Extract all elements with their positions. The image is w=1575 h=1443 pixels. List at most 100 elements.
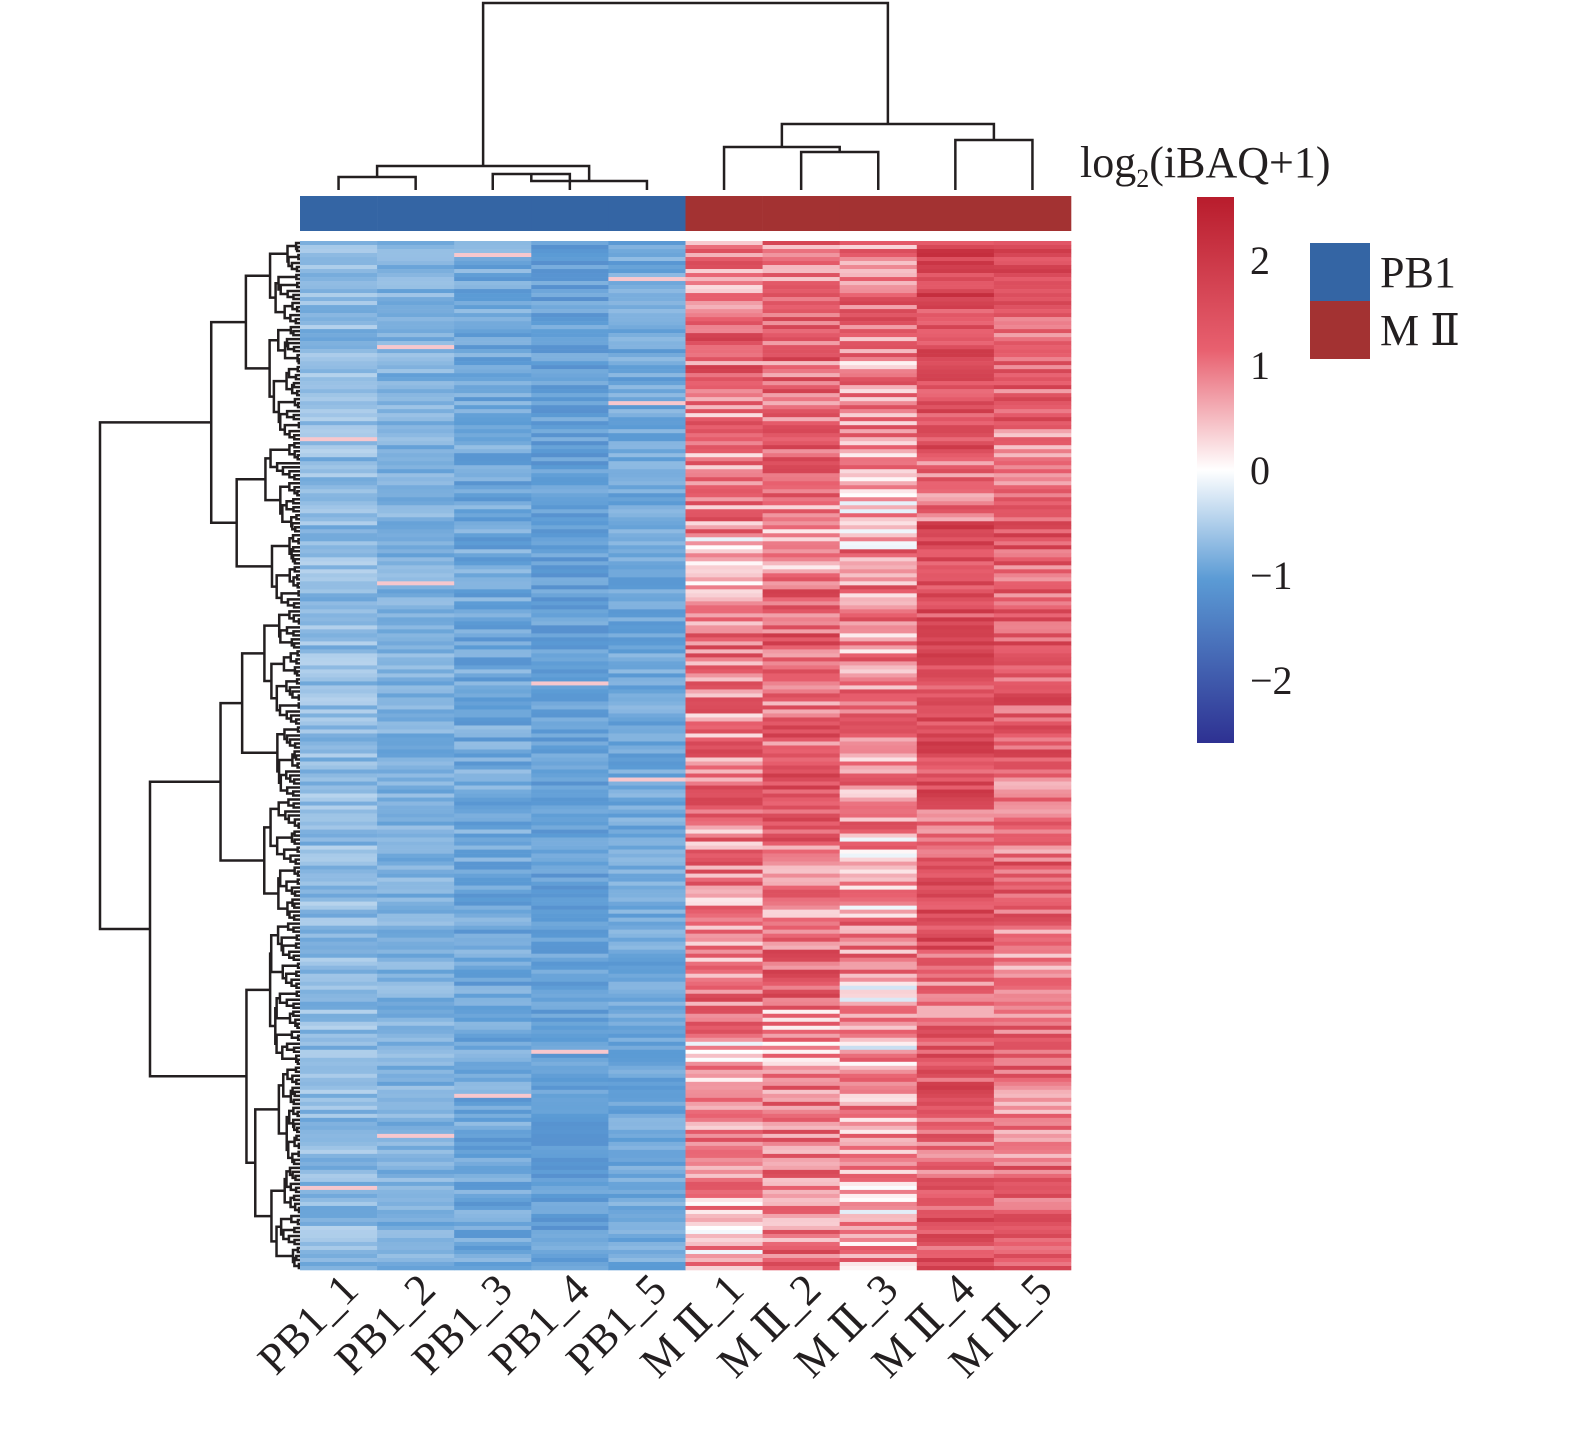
heatmap-cell bbox=[531, 1137, 609, 1143]
heatmap-cell bbox=[608, 765, 686, 770]
heatmap-cell bbox=[762, 825, 840, 830]
heatmap-cell bbox=[993, 989, 1072, 995]
heatmap-cell bbox=[839, 477, 918, 482]
heatmap-cell bbox=[608, 253, 686, 258]
heatmap-cell bbox=[916, 1209, 995, 1215]
heatmap-cell bbox=[839, 621, 918, 626]
heatmap-cell bbox=[608, 841, 686, 846]
heatmap-cell bbox=[300, 457, 378, 462]
heatmap-cell bbox=[454, 565, 532, 570]
heatmap-cell bbox=[531, 749, 609, 754]
heatmap-cell bbox=[993, 757, 1072, 762]
heatmap-cell bbox=[377, 953, 455, 958]
heatmap-cell bbox=[762, 261, 840, 266]
heatmap-cell bbox=[839, 597, 918, 602]
group-bar-cell bbox=[454, 196, 532, 231]
heatmap-cell bbox=[916, 945, 995, 950]
heatmap-cell bbox=[762, 573, 840, 578]
dendrogram-link bbox=[270, 544, 290, 588]
heatmap-cell bbox=[685, 689, 763, 694]
heatmap-cell bbox=[377, 1037, 455, 1043]
heatmap-cell bbox=[608, 993, 686, 999]
heatmap-cell bbox=[916, 1025, 995, 1031]
heatmap-cell bbox=[839, 1093, 918, 1099]
heatmap-cell bbox=[454, 1045, 532, 1051]
heatmap-cell bbox=[454, 581, 532, 586]
heatmap-cell bbox=[454, 685, 532, 690]
colorbar-tick-label: 1 bbox=[1250, 343, 1270, 388]
heatmap-cell bbox=[993, 261, 1072, 266]
heatmap-cell bbox=[685, 1105, 763, 1111]
heatmap-cell bbox=[839, 645, 918, 650]
heatmap-cell bbox=[993, 777, 1072, 782]
heatmap-cell bbox=[531, 1117, 609, 1123]
heatmap-cell bbox=[916, 409, 995, 414]
heatmap-cell bbox=[916, 401, 995, 406]
heatmap-cell bbox=[762, 1185, 840, 1191]
heatmap-cell bbox=[916, 261, 995, 266]
heatmap-cell bbox=[839, 525, 918, 530]
heatmap-cell bbox=[608, 701, 686, 706]
heatmap-cell bbox=[454, 613, 532, 618]
heatmap-cell bbox=[300, 505, 378, 510]
heatmap-cell bbox=[454, 1085, 532, 1091]
heatmap-cell bbox=[608, 1193, 686, 1199]
heatmap-cell bbox=[685, 989, 763, 995]
heatmap-cell bbox=[300, 637, 378, 642]
heatmap-cell bbox=[454, 357, 532, 362]
heatmap-cell bbox=[300, 773, 378, 778]
heatmap-cell bbox=[608, 1217, 686, 1223]
heatmap-cell bbox=[993, 709, 1072, 714]
heatmap-cell bbox=[685, 861, 763, 866]
heatmap-cell bbox=[377, 977, 455, 983]
heatmap-cell bbox=[608, 989, 686, 995]
heatmap-cell bbox=[608, 521, 686, 526]
group-bar-cell bbox=[608, 196, 686, 231]
heatmap-cell bbox=[685, 1145, 763, 1151]
heatmap-cell bbox=[839, 1197, 918, 1203]
dendrogram-link bbox=[292, 802, 300, 809]
heatmap-cell bbox=[993, 941, 1072, 946]
heatmap-cell bbox=[839, 749, 918, 754]
heatmap-cell bbox=[993, 597, 1072, 602]
heatmap-cell bbox=[377, 325, 455, 330]
heatmap-cell bbox=[685, 1097, 763, 1103]
heatmap-cell bbox=[300, 557, 378, 562]
heatmap-cell bbox=[685, 277, 763, 282]
heatmap-cell bbox=[916, 669, 995, 674]
heatmap-cell bbox=[377, 761, 455, 766]
heatmap-cell bbox=[531, 813, 609, 818]
heatmap-cell bbox=[762, 865, 840, 870]
heatmap-cell bbox=[608, 1257, 686, 1263]
dendrogram-link bbox=[292, 506, 300, 513]
heatmap-cell bbox=[377, 513, 455, 518]
heatmap-cell bbox=[993, 609, 1072, 614]
heatmap-cell bbox=[377, 1249, 455, 1255]
heatmap-cell bbox=[762, 689, 840, 694]
dendrogram-link bbox=[295, 1134, 300, 1142]
dendrogram-link bbox=[272, 379, 287, 414]
heatmap-cell bbox=[531, 393, 609, 398]
heatmap-cell bbox=[993, 961, 1072, 966]
heatmap-cell bbox=[377, 1017, 455, 1023]
heatmap-cell bbox=[608, 1069, 686, 1075]
heatmap-cell bbox=[993, 561, 1072, 566]
heatmap-cell bbox=[454, 757, 532, 762]
heatmap-cell bbox=[685, 525, 763, 530]
heatmap-cell bbox=[993, 241, 1072, 246]
heatmap-cell bbox=[608, 889, 686, 894]
heatmap-cell bbox=[993, 741, 1072, 746]
heatmap-cell bbox=[685, 605, 763, 610]
heatmap-cell bbox=[762, 1089, 840, 1095]
heatmap-cell bbox=[993, 625, 1072, 630]
heatmap-cell bbox=[916, 929, 995, 934]
heatmap-cell bbox=[454, 389, 532, 394]
heatmap-cell bbox=[685, 809, 763, 814]
heatmap-cell bbox=[916, 901, 995, 906]
heatmap-cell bbox=[608, 781, 686, 786]
heatmap-cell bbox=[916, 645, 995, 650]
heatmap-cell bbox=[454, 1145, 532, 1151]
dendrogram-link bbox=[295, 273, 300, 281]
heatmap-cell bbox=[300, 641, 378, 646]
heatmap-cell bbox=[377, 257, 455, 262]
